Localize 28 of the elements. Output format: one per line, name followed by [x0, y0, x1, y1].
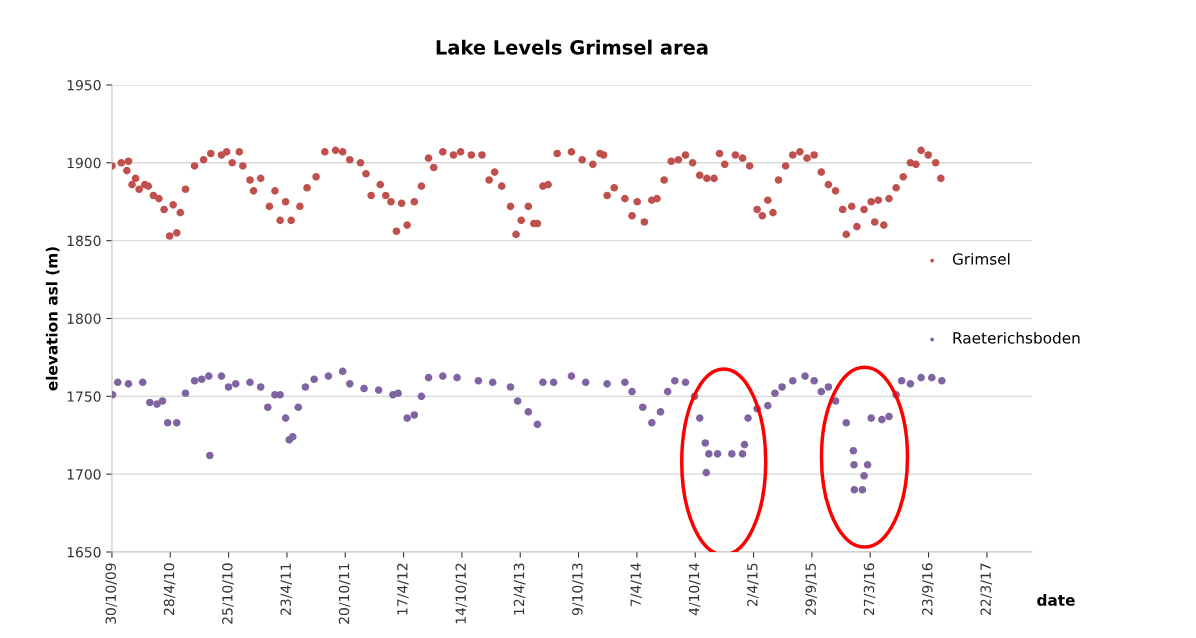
x-tick-label: 14/10/12 [455, 563, 468, 624]
y-tick-label: 1900 [67, 157, 101, 169]
y-axis-title: elevation asl (m) [45, 247, 60, 391]
x-tick-label: 20/10/11 [338, 563, 351, 624]
x-tick-label: 23/4/11 [280, 563, 293, 615]
x-tick-label: 17/4/12 [397, 563, 409, 615]
x-tick-label: 27/3/16 [863, 563, 876, 615]
legend-label: Raeterichsboden [953, 331, 1080, 344]
x-tick-label: 4/10/14 [688, 563, 701, 616]
y-tick-label: 1700 [67, 469, 101, 480]
y-tick-label: 1850 [67, 235, 101, 247]
x-tick-label: 29/9/15 [805, 563, 817, 615]
y-tick-label: 1800 [67, 313, 101, 324]
chart-title: Lake Levels Grimsel area [436, 39, 708, 55]
x-axis-title: date [1037, 594, 1075, 606]
legend-label: Grimsel [952, 252, 1010, 265]
x-tick-label: 7/4/14 [630, 563, 643, 606]
x-tick-label: 9/10/13 [572, 563, 584, 616]
x-tick-label: 30/10/09 [105, 563, 118, 624]
y-tick-label: 1650 [67, 546, 101, 558]
y-tick-label: 1950 [67, 79, 101, 91]
x-tick-label: 2/4/15 [747, 563, 759, 607]
x-tick-label: 22/3/17 [980, 563, 992, 615]
x-tick-label: 12/4/13 [513, 563, 526, 615]
x-tick-label: 25/10/10 [222, 563, 234, 624]
x-tick-label: 23/9/16 [922, 563, 934, 615]
x-tick-label: 28/4/10 [163, 563, 176, 615]
y-tick-label: 1750 [67, 391, 101, 402]
